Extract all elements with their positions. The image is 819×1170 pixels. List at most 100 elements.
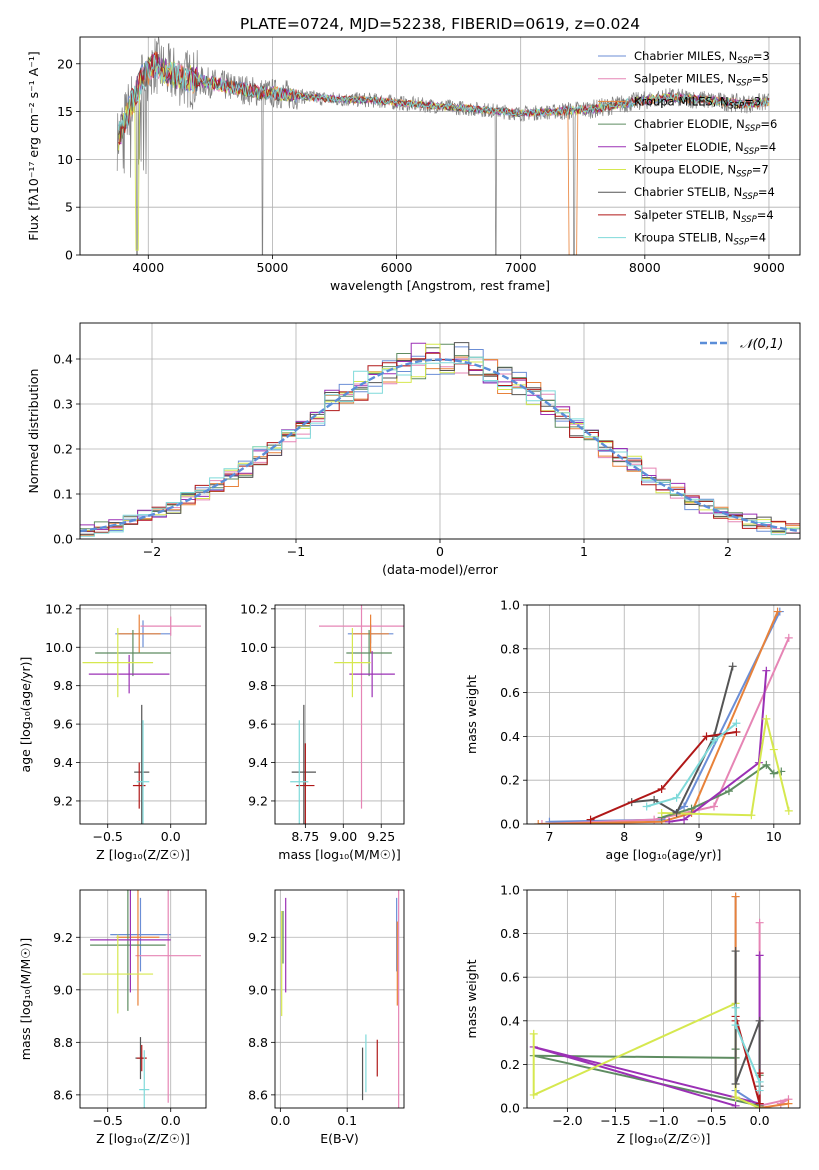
legend-entry-2: Salpeter MILES, NSSP=5 [634,72,769,89]
legend-entry-1: Chabrier MILES, NSSP=3 [634,49,770,66]
age_vs_mass-errorbar-6 [334,628,371,698]
mw_vs_age-ticklabel-x: 8 [620,829,628,844]
mass_vs_Z-ylabel: mass [log₁₀(M/M☉)] [18,938,33,1060]
age_vs_Z-errorbar-9 [136,720,150,824]
spectrum-legend: Chabrier MILES, NSSP=3 Salpeter MILES, NS… [598,49,777,248]
mw_vs_age-point-marker [672,793,681,802]
mw_vs_Z-ticklabel-y: 0.4 [500,1013,520,1028]
mw_vs_Z-point-marker [755,951,764,960]
spectrum-model-line-7 [118,54,770,142]
spectrum-ticklabel-x: 6000 [381,260,413,275]
age_vs_Z-errorbar-7 [134,704,150,824]
legend-entry-7: Chabrier STELIB, NSSP=4 [634,185,775,202]
mw_vs_age-point-marker [732,728,741,737]
age_vs_mass-errorbar-4 [346,629,392,677]
spectrum-ticklabel-y: 15 [57,104,73,119]
mw_vs_age-ticklabel-y: 0.2 [500,773,520,788]
mw_vs_Z-ticklabel-x: −1.0 [648,1113,678,1128]
mw_vs_age-series-line-2 [541,637,790,824]
legend-entry-9: Kroupa STELIB, NSSP=4 [634,231,766,248]
age_vs_Z-ticklabel-y: 9.4 [53,755,73,770]
mw_vs_Z-point-marker [755,1077,764,1086]
mass_vs_Z-ticklabel-y: 9.0 [53,982,73,997]
mw_vs_age-point-marker [534,820,543,824]
spectrum-panel: 4000 5000 6000 7000 8000 9000 0 5 10 15 20 waveleng… [26,36,801,293]
mass_vs_ebv-ticklabel-x: 0.0 [270,1113,290,1128]
residuals-ticklabel-y: 0.2 [53,442,73,457]
mw_vs_Z-point-marker [731,1021,740,1030]
age_vs_mass-panel: 8.75 9.00 9.25 9.2 9.4 9.6 9.8 10.0 10.2 mass [lo… [240,601,405,862]
mass_vs_ebv-frame [274,889,405,1109]
mw_vs_age-panel: 7 8 9 10 0.0 0.2 0.4 0.6 0.8 1.0 age [log₁₀(age/yr… [464,598,801,862]
mw_vs_age-ylabel: mass weight [464,675,479,754]
mw_vs_Z-point-marker [755,918,764,927]
residuals-ticklabel-x: 2 [724,544,732,559]
mw_vs_Z-ticklabel-y: 1.0 [500,883,520,898]
mass_vs_Z-errorbar-2 [135,890,201,1103]
mw_vs_Z-point-marker [529,1029,538,1038]
mw_vs_age-point-marker [702,732,711,741]
residuals-ticklabel-x: −2 [143,544,161,559]
mw_vs_age-ticklabel-x: 10 [766,829,782,844]
spectrum-ticklabel-y: 0 [65,248,73,263]
spectrum-model-line-9 [118,54,770,131]
spectrum-frame [79,36,801,256]
age_vs_Z-errorbar-8 [132,762,146,809]
mw_vs_age-point-marker [784,633,793,642]
mw_vs_age-xlabel: age [log₁₀(age/yr)] [606,847,722,862]
mw_vs_Z-point-marker [731,1101,740,1108]
mw_vs_Z-point-marker [731,1080,740,1089]
age_vs_Z-panel: −0.5 0.0 9.2 9.4 9.6 9.8 10.0 10.2 Z [log₁₀(Z/Z☉… [18,601,207,862]
mass_vs_Z-errorbar-3 [116,890,160,1006]
mw_vs_Z-point-marker [731,892,740,901]
mw_vs_Z-ticklabel-y: 0.8 [500,926,520,941]
mw_vs_Z-point-marker [731,1093,740,1102]
age_vs_Z-errorbar-6 [82,628,154,698]
mass_vs_Z-errorbar-8 [136,1044,147,1072]
spectrum-plot-area [116,37,770,255]
mw_vs_Z-ticklabel-x: −2.0 [552,1113,582,1128]
mw_vs_age-point-marker [545,817,554,824]
residuals-ticklabel-y: 0.0 [53,532,73,547]
mw_vs_age-point-marker [769,769,778,778]
mass_vs_Z-ticklabel-y: 9.2 [53,930,73,945]
age_vs_mass-ticklabel-x: 9.00 [329,829,357,844]
age_vs_mass-ticklabel-y: 10.2 [240,601,268,616]
mw_vs_Z-ticklabel-x: 0.0 [750,1113,770,1128]
age_vs_Z-ylabel: age [log₁₀(age/yr)] [18,657,33,773]
mass_vs_Z-ticklabel-x: −0.5 [93,1113,123,1128]
age_vs_Z-errorbar-4 [95,629,171,677]
mw_vs_age-point-marker [650,795,659,804]
mw_vs_age-point-marker [680,802,689,811]
mass_vs_Z-errorbar-9 [139,1050,150,1108]
mw_vs_age-point-marker [784,806,793,815]
residuals-ticklabel-y: 0.3 [53,397,73,412]
mw_vs_age-point-marker [680,815,689,824]
age_vs_mass-ticklabel-y: 10.0 [240,640,268,655]
mass_vs_ebv-ticklabel-y: 8.8 [248,1035,268,1050]
age_vs_Z-ticklabel-y: 9.8 [53,678,73,693]
spectrum-ticklabel-x: 7000 [505,260,537,275]
mass_vs_Z-ticklabel-y: 8.8 [53,1035,73,1050]
legend-entry-5: Salpeter ELODIE, NSSP=4 [634,140,776,157]
age_vs_mass-ticklabel-y: 9.4 [248,755,268,770]
mw_vs_age-point-marker [586,815,595,824]
mass_vs_Z-plot-area [82,890,201,1108]
mw_vs_Z-ticklabel-x: −1.5 [600,1113,630,1128]
mw_vs_age-point-marker [709,736,718,745]
mw_vs_age-ticklabel-y: 0.0 [500,817,520,832]
mw_vs_age-ticklabel-y: 0.6 [500,685,520,700]
age_vs_Z-ticklabel-x: 0.0 [161,829,181,844]
mw_vs_Z-ticklabel-y: 0.0 [500,1101,520,1116]
residuals-ticklabel-x: 0 [436,544,444,559]
spectrum-ticklabel-y: 20 [57,56,73,71]
mw_vs_age-point-marker [724,787,733,796]
mw_vs_Z-point-marker [755,1016,764,1025]
mass_vs_Z-ticklabel-y: 8.6 [53,1087,73,1102]
mw_vs_age-ticklabel-y: 0.8 [500,641,520,656]
age_vs_Z-errorbar-3 [117,614,161,654]
reference-legend-label: 𝒩(0,1) [740,337,783,352]
age_vs_mass-frame [274,604,405,825]
age_vs_Z-ticklabel-y: 10.2 [45,601,73,616]
mass_vs_Z-frame [79,889,207,1109]
